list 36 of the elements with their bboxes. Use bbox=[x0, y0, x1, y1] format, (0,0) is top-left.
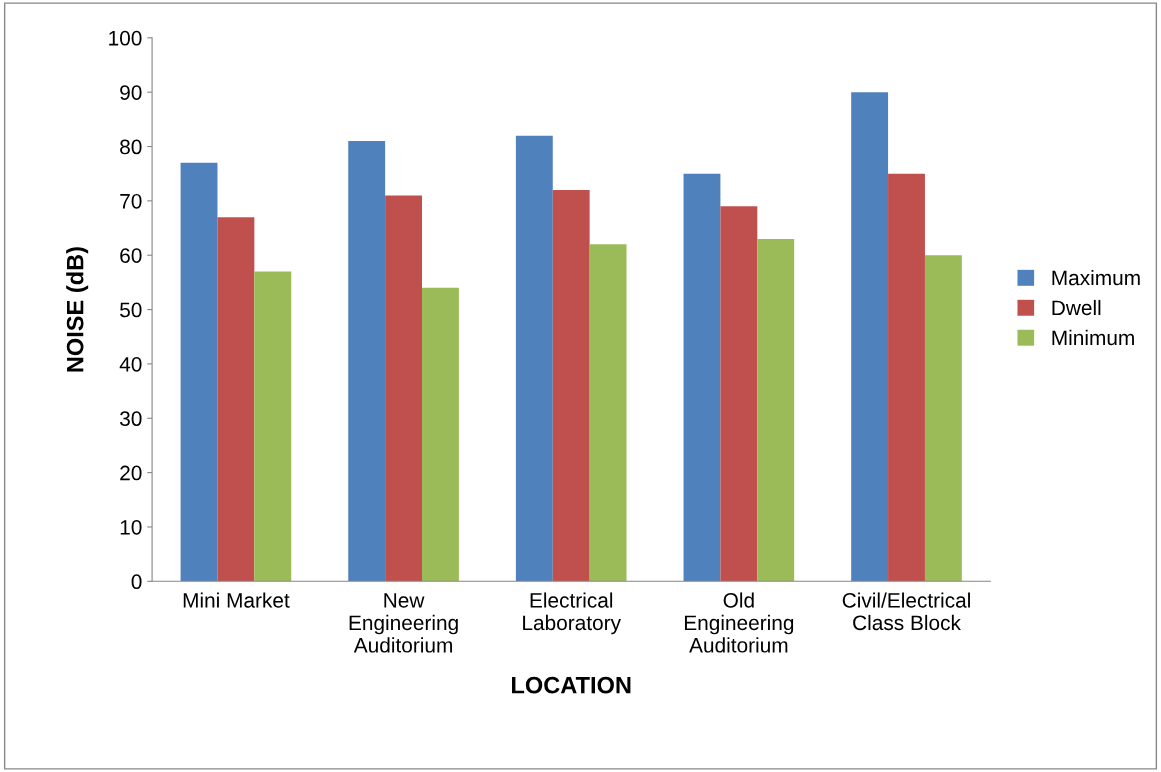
y-tick-label: 0 bbox=[131, 574, 142, 590]
y-tick-label: 80 bbox=[120, 139, 142, 155]
bar bbox=[422, 287, 459, 582]
y-tick-label: 100 bbox=[109, 30, 142, 46]
x-tick-label: Civil/Electrical Class Block bbox=[842, 592, 970, 631]
x-tick-label: Electrical Laboratory bbox=[523, 592, 621, 635]
y-axis-title: NOISE (dB) bbox=[66, 247, 89, 372]
y-tick-label: 90 bbox=[120, 85, 142, 100]
legend-label: Maximum bbox=[1052, 269, 1140, 286]
x-axis-title: LOCATION bbox=[512, 676, 631, 694]
x-tick-label: Old Engineering Auditorium bbox=[684, 592, 794, 653]
bar bbox=[348, 141, 386, 582]
legend-label: Dwell bbox=[1052, 299, 1101, 316]
bar bbox=[720, 206, 758, 582]
x-tick-label: Mini Market bbox=[183, 592, 290, 608]
bar bbox=[683, 173, 721, 582]
bar bbox=[515, 135, 553, 582]
bar bbox=[851, 92, 889, 582]
bar bbox=[924, 255, 962, 582]
bar bbox=[385, 195, 422, 582]
y-tick-label: 60 bbox=[120, 248, 142, 263]
y-tick-label: 40 bbox=[119, 356, 142, 372]
y-tick-label: 50 bbox=[120, 302, 142, 318]
bar bbox=[888, 173, 925, 582]
y-tick-label: 30 bbox=[119, 411, 142, 427]
y-tick-label: 20 bbox=[120, 465, 142, 481]
bar bbox=[589, 244, 627, 582]
bar bbox=[180, 162, 218, 582]
bar bbox=[217, 217, 255, 582]
y-tick-label: 10 bbox=[120, 519, 142, 535]
x-tick-label: New Engineering Auditorium bbox=[349, 593, 458, 653]
bar bbox=[552, 190, 590, 582]
legend-label: Minimum bbox=[1052, 329, 1134, 346]
y-tick-label: 70 bbox=[120, 193, 142, 209]
bar bbox=[757, 238, 795, 582]
bar bbox=[254, 271, 292, 582]
